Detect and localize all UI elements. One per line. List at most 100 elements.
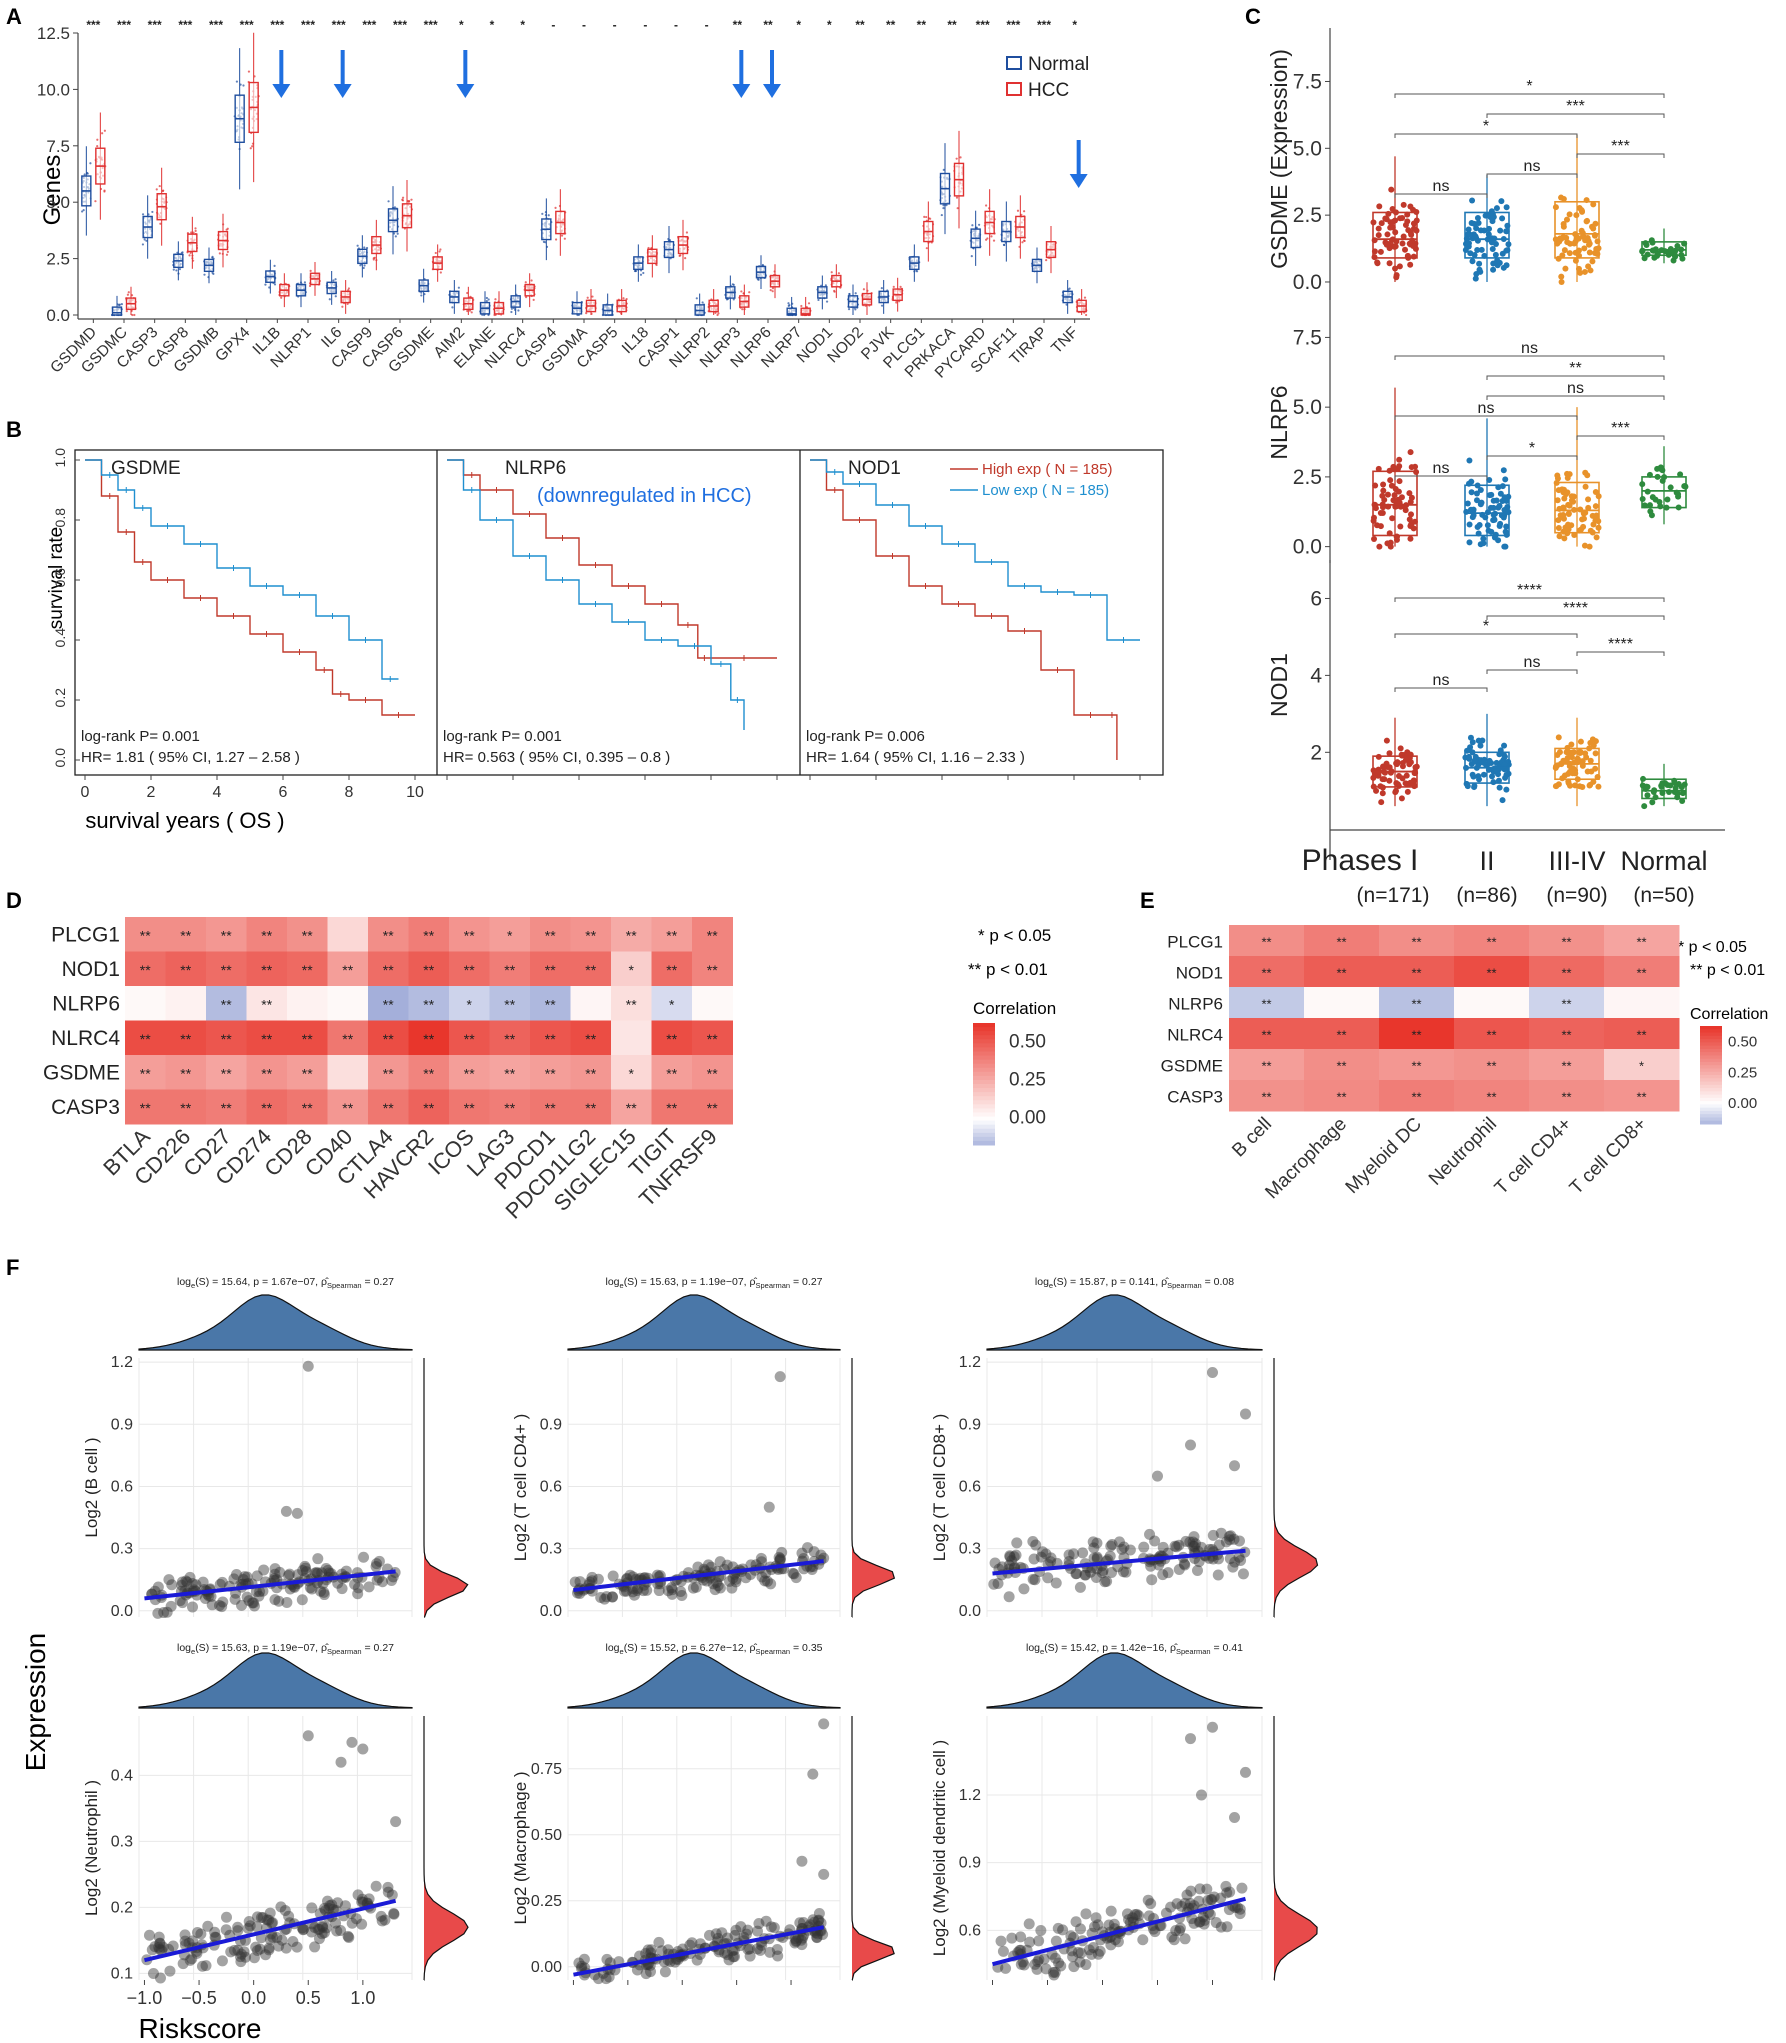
panelD-legend-bar [973, 1124, 995, 1130]
panel-a-point-normal [825, 300, 829, 303]
panel-b-xtick-label: 6 [279, 784, 288, 801]
panelD-cell [327, 986, 369, 1021]
panel-c-point [1499, 498, 1506, 505]
panel-c-point [1503, 523, 1510, 530]
panel-a-point-hcc [133, 313, 136, 317]
panel-a-significance: ** [763, 18, 773, 32]
panel-c-point [1470, 773, 1477, 780]
panel-a-point-normal [485, 296, 488, 300]
panel-c-point [1593, 515, 1600, 522]
panel-c-bracket-label: ns [1433, 460, 1450, 477]
panel-a-point-hcc [769, 289, 772, 292]
panel-b-ytick-label: 0.6 [52, 568, 68, 588]
panel-a-significance: ** [733, 18, 743, 32]
panel-b-censor-low [468, 487, 475, 493]
panel-c-point [1495, 777, 1502, 784]
panel-f-point [263, 1914, 275, 1926]
panel-a-arrow-head [272, 84, 291, 98]
panel-a-box-normal [786, 307, 797, 316]
panel-c-point [1474, 214, 1481, 221]
panelE-cell-stars: * [1639, 1059, 1644, 1074]
panel-c-point [1555, 487, 1562, 494]
panelD-cell-stars: * [467, 996, 473, 1012]
panel-a-point-hcc [190, 231, 193, 234]
panel-a-point-normal [328, 298, 331, 301]
panel-c-ytick-label: 0.0 [1293, 271, 1322, 294]
panelE-cell-stars: ** [1486, 1090, 1496, 1105]
panel-a-significance: *** [178, 18, 192, 32]
panel-f-point [592, 1573, 604, 1585]
panel-f-point [335, 1925, 347, 1937]
panel-a-point-hcc [438, 250, 441, 253]
panel-a-point-hcc [226, 250, 229, 254]
panel-f-point [753, 1918, 765, 1930]
panel-a-point-hcc [923, 215, 926, 218]
panel-a-significance: * [1072, 18, 1077, 32]
panel-c-point [1566, 250, 1573, 257]
panel-c-point [1377, 509, 1384, 516]
panel-c-point [1568, 741, 1575, 748]
panel-c-point [1477, 742, 1484, 749]
panelD-cell-stars: ** [707, 1065, 718, 1081]
panelD-cell [327, 917, 369, 952]
panelD-cell-stars: ** [707, 962, 718, 978]
panel-a-point-normal [633, 269, 637, 273]
legend-normal-label: Normal [1028, 54, 1089, 75]
panel-c-point [1560, 757, 1567, 764]
panel-a-point-hcc [192, 231, 195, 234]
panelD-legend-tick: 0.25 [1009, 1069, 1046, 1090]
panel-f-point [1173, 1564, 1185, 1576]
panel-c-point [1375, 232, 1382, 239]
panelD-legend-bar [973, 1136, 995, 1142]
panelD-legend-bar [973, 1071, 995, 1077]
panel-a-point-hcc [159, 222, 162, 225]
panel-a-significance: - [674, 18, 678, 32]
panelE-row-label: NOD1 [1176, 964, 1223, 983]
panel-c-point [1552, 204, 1559, 211]
panel-a-point-hcc [494, 298, 497, 301]
panel-c-point [1478, 246, 1485, 253]
panel-c-point [1402, 780, 1409, 787]
panel-a-point-hcc [591, 295, 594, 298]
panelD-cell-stars: ** [464, 1065, 475, 1081]
panelE-legend-bar [1700, 1026, 1722, 1030]
panel-a-point-hcc [955, 157, 958, 160]
panel-b-censor-high [684, 622, 691, 628]
panel-c-point [1642, 240, 1649, 247]
panel-b-censor-high [230, 613, 237, 619]
panel-a-point-normal [510, 310, 513, 314]
panelD-cell-stars: ** [221, 996, 232, 1012]
panelD-legend-bar [973, 1043, 995, 1048]
panel-a-point-hcc [401, 196, 405, 199]
panel-c-bracket-label: ns [1567, 380, 1584, 397]
panelE-cell-stars: ** [1486, 1059, 1496, 1074]
panelD-cell-stars: ** [545, 1100, 556, 1116]
panel-f-point [659, 1966, 671, 1978]
panel-a-point-normal [942, 207, 945, 210]
panelE-legend-bar [1700, 1107, 1722, 1112]
panel-c-bracket [1394, 597, 1665, 602]
panel-c-point [1560, 504, 1567, 511]
panel-f-point [177, 1597, 189, 1609]
panel-f-point [653, 1936, 665, 1948]
panel-f-top-density [567, 1294, 841, 1351]
panel-a-point-normal [788, 303, 791, 307]
panelD-cell-stars: ** [504, 1100, 515, 1116]
panel-a-point-hcc [131, 313, 134, 317]
panelE-legend-tick: 0.25 [1728, 1064, 1757, 1081]
panel-a-significance: *** [117, 18, 131, 32]
panel-c-point [1384, 491, 1391, 498]
panel-a-point-hcc [103, 129, 106, 132]
panel-c-bracket-label: ns [1521, 340, 1538, 357]
panel-c-point [1566, 502, 1573, 509]
panel-a-point-normal [394, 235, 397, 238]
panel-f-point [1048, 1969, 1060, 1981]
panel-c-point [1577, 738, 1584, 745]
panel-a-point-hcc [563, 237, 566, 240]
panel-f-point [1106, 1539, 1118, 1551]
panel-c-point [1476, 776, 1483, 783]
panel-b-censor-high [658, 601, 665, 607]
panel-a-xtick-label: NOD2 [824, 324, 866, 366]
panel-c-point [1397, 523, 1404, 530]
panel-f-point [1023, 1918, 1035, 1930]
